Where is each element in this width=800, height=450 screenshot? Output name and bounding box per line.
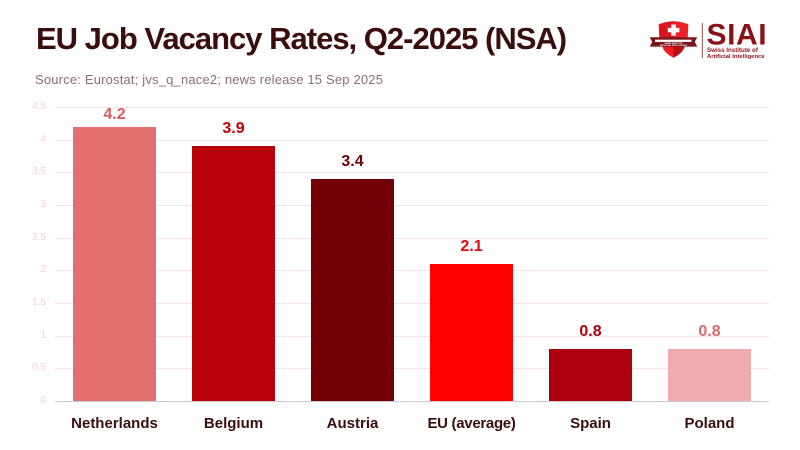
svg-text:ARTIFICIAL INTELLIGENCE: ARTIFICIAL INTELLIGENCE (660, 44, 688, 47)
svg-text:Swiss Institute of: Swiss Institute of (707, 47, 759, 54)
svg-text:SIAI: SIAI (707, 18, 768, 51)
svg-text:SWISS INSTITUTE: SWISS INSTITUTE (664, 43, 683, 45)
svg-text:Artificial Intelligence: Artificial Intelligence (707, 54, 765, 60)
